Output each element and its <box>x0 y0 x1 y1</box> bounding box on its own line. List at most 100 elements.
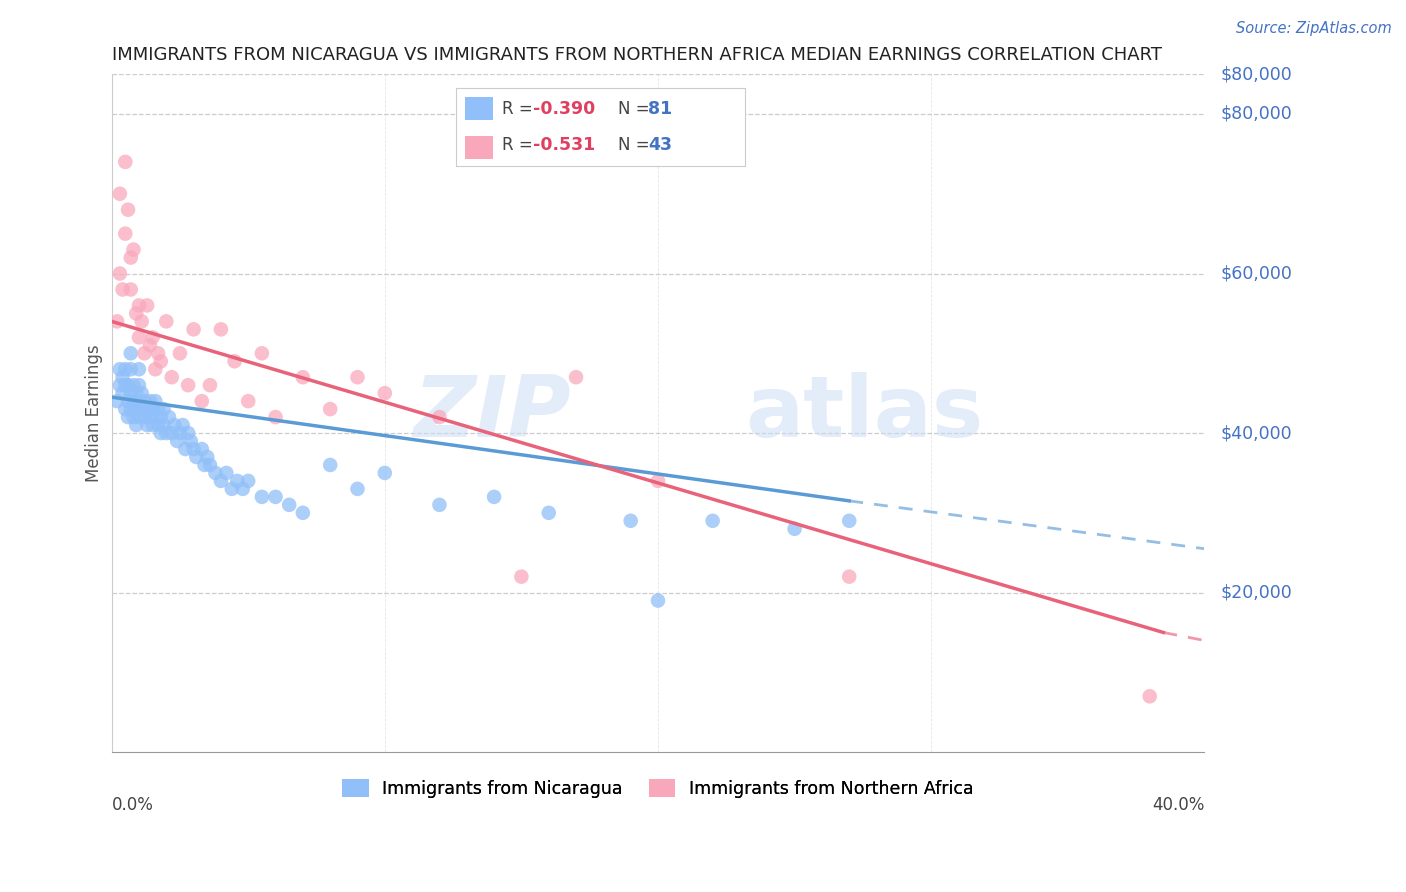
Point <box>250 346 273 360</box>
Point <box>319 402 342 417</box>
Point <box>1139 690 1161 704</box>
Point <box>177 378 200 392</box>
Point <box>111 283 134 297</box>
Point <box>152 402 174 417</box>
Point <box>149 354 172 368</box>
Point <box>146 402 169 417</box>
Point <box>111 386 134 401</box>
Text: ZIP: ZIP <box>413 372 571 455</box>
Point <box>198 458 221 472</box>
Point <box>157 410 180 425</box>
Point <box>108 378 131 392</box>
Point <box>226 474 249 488</box>
Point <box>174 442 197 456</box>
Point <box>702 514 724 528</box>
Text: IMMIGRANTS FROM NICARAGUA VS IMMIGRANTS FROM NORTHERN AFRICA MEDIAN EARNINGS COR: IMMIGRANTS FROM NICARAGUA VS IMMIGRANTS … <box>111 46 1161 64</box>
Point <box>131 314 153 328</box>
Point <box>510 569 533 583</box>
Point <box>128 410 150 425</box>
Point <box>131 386 153 401</box>
Point <box>221 482 243 496</box>
Point <box>143 362 166 376</box>
Point <box>169 425 191 440</box>
Point <box>215 466 238 480</box>
Point <box>209 474 232 488</box>
Point <box>169 346 191 360</box>
Point <box>125 306 148 320</box>
Point <box>204 466 226 480</box>
Point <box>177 425 200 440</box>
Point <box>143 410 166 425</box>
Point <box>142 418 165 433</box>
Point <box>160 425 183 440</box>
Point <box>142 402 165 417</box>
Point <box>482 490 505 504</box>
Text: $80,000: $80,000 <box>1220 105 1292 123</box>
Point <box>186 450 208 464</box>
Point <box>193 458 215 472</box>
Point <box>114 362 136 376</box>
Point <box>134 410 156 425</box>
Point <box>105 394 128 409</box>
Point <box>117 378 139 392</box>
Point <box>429 410 451 425</box>
Point <box>180 434 202 448</box>
Point <box>346 482 368 496</box>
Point <box>183 322 205 336</box>
Point <box>139 410 162 425</box>
Point <box>146 346 169 360</box>
Point <box>172 418 194 433</box>
Point <box>114 154 136 169</box>
Point <box>128 362 150 376</box>
Point <box>195 450 218 464</box>
Point <box>125 402 148 417</box>
Point <box>250 490 273 504</box>
Point <box>120 283 142 297</box>
Point <box>152 418 174 433</box>
Point <box>120 251 142 265</box>
Point <box>117 202 139 217</box>
Y-axis label: Median Earnings: Median Earnings <box>86 344 103 482</box>
Point <box>134 346 156 360</box>
Text: $80,000: $80,000 <box>1220 65 1292 83</box>
Text: Source: ZipAtlas.com: Source: ZipAtlas.com <box>1236 21 1392 36</box>
Point <box>155 314 177 328</box>
Point <box>238 474 260 488</box>
Point <box>238 394 260 409</box>
Point <box>149 410 172 425</box>
Point <box>319 458 342 472</box>
Point <box>647 474 669 488</box>
Point <box>128 394 150 409</box>
Point <box>128 378 150 392</box>
Point <box>122 243 145 257</box>
Point <box>374 466 396 480</box>
Text: 0.0%: 0.0% <box>111 796 153 814</box>
Text: atlas: atlas <box>745 372 984 455</box>
Point <box>647 593 669 607</box>
Point <box>122 394 145 409</box>
Point <box>136 402 159 417</box>
Point <box>224 354 246 368</box>
Point <box>143 394 166 409</box>
Point <box>136 418 159 433</box>
Point <box>136 298 159 312</box>
Point <box>198 378 221 392</box>
Point <box>128 298 150 312</box>
Point <box>125 386 148 401</box>
Point <box>183 442 205 456</box>
Point <box>838 514 860 528</box>
Text: 40.0%: 40.0% <box>1152 796 1205 814</box>
Point <box>139 338 162 352</box>
Point <box>374 386 396 401</box>
Point <box>429 498 451 512</box>
Text: $60,000: $60,000 <box>1220 265 1292 283</box>
Point <box>209 322 232 336</box>
Point <box>131 402 153 417</box>
Point <box>264 410 287 425</box>
Point <box>160 370 183 384</box>
Point <box>111 370 134 384</box>
Point <box>291 370 314 384</box>
Point <box>117 410 139 425</box>
Point <box>142 330 165 344</box>
Point <box>565 370 588 384</box>
